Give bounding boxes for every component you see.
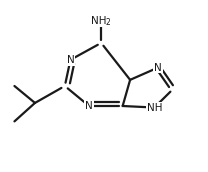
Text: NH: NH [91,16,106,26]
Text: NH: NH [147,103,162,112]
Text: N: N [85,101,93,111]
Text: N: N [67,55,74,65]
Text: 2: 2 [105,18,110,27]
Text: N: N [154,63,162,73]
